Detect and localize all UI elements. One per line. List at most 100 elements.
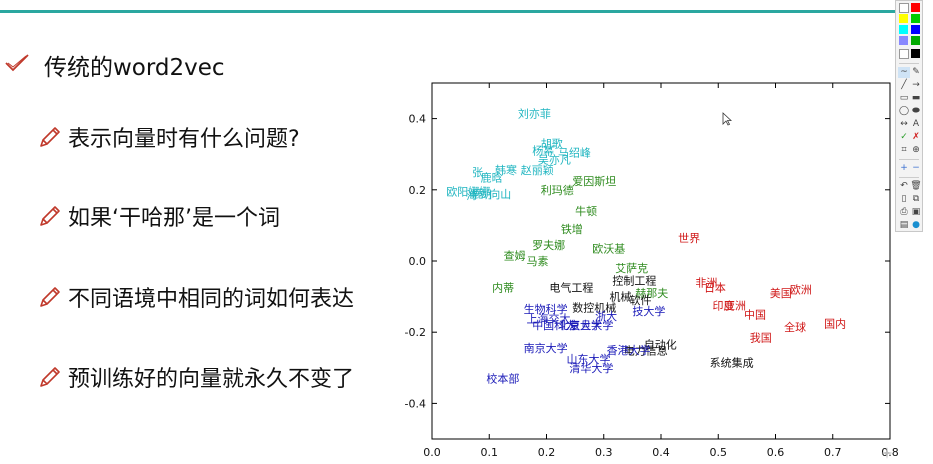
annotation-toolbar: ~ ✎ ╱ → ▭ ▬ ◯ ⬬ ↔ A ✓ ✗ ⌗ ⊕ + − ↶ 🗑 ▯ ⧉ … bbox=[895, 0, 923, 232]
point-label: 电气工程 bbox=[549, 281, 593, 295]
y-tick-label: 0.0 bbox=[409, 255, 427, 268]
point-label: 生物科学 bbox=[524, 302, 568, 316]
mouse-pointer-icon bbox=[722, 112, 732, 126]
pencil-icon bbox=[40, 367, 60, 387]
point-label: 复旦大学 bbox=[569, 318, 613, 332]
x-tick-label: 0.2 bbox=[538, 446, 556, 459]
point-label: 胡 bbox=[481, 187, 492, 201]
point-label: 欧阳娜娜 bbox=[446, 185, 490, 199]
bullet-text: 不同语境中相同的词如何表达 bbox=[68, 287, 355, 312]
sparkle-icon bbox=[881, 447, 893, 459]
bullet-item: 预训练好的向量就永久不变了 bbox=[38, 362, 354, 392]
arrow-tool-icon[interactable]: → bbox=[912, 80, 920, 90]
color-swatch-white-2[interactable] bbox=[899, 49, 909, 59]
color-swatch-blue[interactable] bbox=[911, 25, 920, 34]
save-icon[interactable]: ▣ bbox=[911, 207, 921, 217]
point-label: 浙大 bbox=[595, 309, 617, 323]
point-label: 亚洲 bbox=[724, 300, 746, 313]
bullet-item: 如果‘干哈那’是一个词 bbox=[38, 201, 280, 231]
pencil-icon bbox=[40, 127, 60, 147]
color-swatch-lavender[interactable] bbox=[899, 36, 908, 45]
filled-ellipse-tool-icon[interactable]: ⬬ bbox=[912, 106, 920, 116]
pencil-icon bbox=[40, 287, 60, 307]
point-label: 张 bbox=[472, 166, 483, 179]
filled-rectangle-tool-icon[interactable]: ▬ bbox=[911, 93, 921, 103]
slide-title: 传统的word2vec bbox=[44, 55, 225, 81]
point-label: 牛顿 bbox=[575, 204, 597, 218]
zoom-tool-icon[interactable]: ⊕ bbox=[912, 145, 920, 155]
point-label: 利玛德 bbox=[541, 183, 574, 197]
point-label: 系统集成 bbox=[710, 355, 754, 369]
color-swatch-white[interactable] bbox=[899, 3, 909, 13]
x-tick-label: 0.6 bbox=[767, 446, 785, 459]
color-swatch-black[interactable] bbox=[911, 49, 920, 58]
x-tick-label: 0.1 bbox=[481, 446, 499, 459]
remove-icon[interactable]: − bbox=[912, 163, 920, 173]
point-label: 查姆 bbox=[504, 249, 526, 263]
point-label: 铁增 bbox=[561, 222, 583, 236]
point-label: 国内 bbox=[824, 316, 846, 330]
point-label: 我国 bbox=[750, 332, 772, 345]
color-swatch-yellow[interactable] bbox=[899, 14, 908, 23]
copy-icon[interactable]: ⧉ bbox=[912, 194, 920, 204]
trash-icon[interactable]: 🗑 bbox=[910, 181, 922, 191]
undo-icon[interactable]: ↶ bbox=[900, 181, 908, 191]
point-label: 韩寒 bbox=[495, 163, 517, 177]
point-label: 鹿 bbox=[472, 186, 483, 200]
color-swatch-green[interactable] bbox=[911, 14, 920, 23]
help-icon[interactable]: ● bbox=[912, 220, 920, 230]
point-label: 欧洲 bbox=[790, 283, 812, 296]
point-label: 爱因斯坦 bbox=[572, 174, 616, 188]
y-tick-label: 0.4 bbox=[409, 113, 427, 126]
window-icon[interactable]: ▤ bbox=[899, 220, 909, 230]
point-label: 清华大学 bbox=[569, 361, 613, 375]
point-label: 数控机械 bbox=[572, 300, 616, 314]
point-label: 美国 bbox=[770, 287, 792, 300]
plot-frame bbox=[431, 82, 891, 440]
point-label: 马素 bbox=[526, 255, 548, 268]
x-tick-label: 0.7 bbox=[824, 446, 842, 459]
double-arrow-tool-icon[interactable]: ↔ bbox=[900, 119, 908, 129]
point-label: 马绍峰 bbox=[558, 145, 591, 159]
color-swatch-cyan[interactable] bbox=[899, 25, 908, 34]
point-label: 海 bbox=[466, 188, 477, 202]
point-label: 鹿晗 bbox=[481, 170, 503, 184]
pen-tool-icon[interactable]: ✎ bbox=[912, 67, 920, 77]
bullet-item: 不同语境中相同的词如何表达 bbox=[38, 282, 354, 312]
point-label: 内蒂 bbox=[492, 281, 514, 295]
point-label: 软件 bbox=[630, 293, 652, 307]
point-label: 北京大学 bbox=[558, 318, 602, 332]
text-tool-icon[interactable]: A bbox=[912, 119, 920, 129]
freehand-tool-icon[interactable]: ~ bbox=[898, 67, 910, 78]
cancel-icon[interactable]: ✗ bbox=[912, 132, 920, 142]
point-label: 世界 bbox=[678, 232, 700, 245]
color-swatch-dark-green[interactable] bbox=[911, 36, 920, 45]
point-label: 技大学 bbox=[632, 304, 665, 318]
point-label: 赵丽颖 bbox=[521, 163, 554, 177]
print-icon[interactable]: ⎙ bbox=[900, 207, 908, 217]
x-tick-label: 0.5 bbox=[710, 446, 728, 459]
point-label: 日本 bbox=[704, 281, 726, 295]
bullet-text: 表示向量时有什么问题? bbox=[68, 127, 300, 152]
point-label: 印度 bbox=[713, 299, 735, 313]
scatter-chart: 0.00.10.20.30.40.50.60.70.80.40.20.0-0.2… bbox=[405, 82, 898, 459]
point-label: 上海交大 bbox=[526, 312, 570, 326]
color-swatch-red[interactable] bbox=[911, 3, 920, 12]
ellipse-tool-icon[interactable]: ◯ bbox=[898, 106, 910, 116]
new-page-icon[interactable]: ▯ bbox=[901, 194, 907, 204]
point-label: 向山 bbox=[489, 187, 511, 201]
crop-tool-icon[interactable]: ⌗ bbox=[901, 145, 907, 155]
point-label: 非洲 bbox=[695, 276, 717, 289]
bullet-text: 如果‘干哈那’是一个词 bbox=[68, 206, 280, 231]
point-label: 山东大学 bbox=[567, 352, 611, 366]
rectangle-tool-icon[interactable]: ▭ bbox=[899, 93, 909, 103]
point-label: 刘亦菲 bbox=[518, 106, 551, 120]
x-tick-label: 0.3 bbox=[595, 446, 613, 459]
add-icon[interactable]: + bbox=[900, 163, 908, 173]
accept-icon[interactable]: ✓ bbox=[900, 132, 908, 142]
line-tool-icon[interactable]: ╱ bbox=[901, 80, 907, 90]
point-label: 杨幂 bbox=[532, 144, 554, 158]
x-tick-label: 0.0 bbox=[423, 446, 441, 459]
point-label: 艾萨克 bbox=[615, 262, 648, 275]
bullet-item: 表示向量时有什么问题? bbox=[38, 122, 300, 152]
